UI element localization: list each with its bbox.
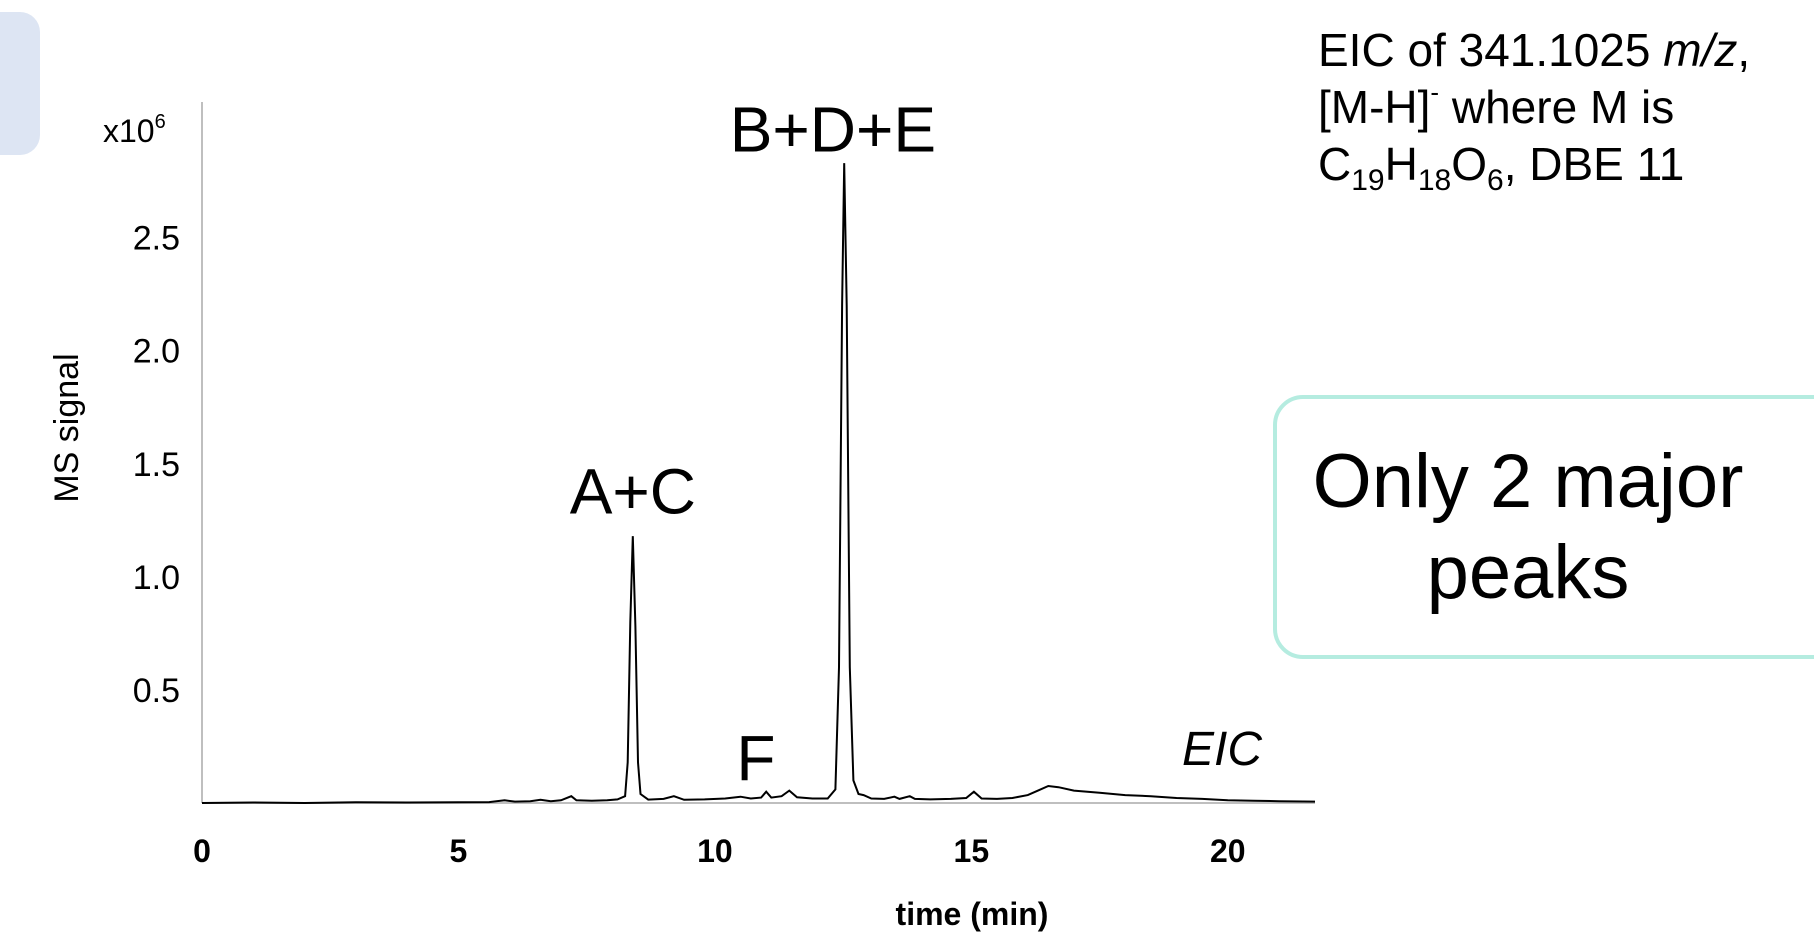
x-axis-title: time (min): [896, 896, 1049, 932]
callout-text: Only 2 major peaks: [1312, 439, 1744, 615]
formula-o-count: 6: [1487, 164, 1504, 197]
eic-trace-line: [201, 163, 1316, 805]
y-tick-label: 0.5: [133, 672, 180, 710]
description-line-1: EIC of 341.1025 m/z,: [1318, 22, 1814, 79]
y-tick-labels: 0.5 1.0 1.5 2.0 2.5: [133, 220, 180, 710]
y-multiplier-exponent: 6: [155, 111, 166, 133]
description-line-3: C19H18O6, DBE 11: [1318, 136, 1814, 196]
x-tick-label: 10: [697, 833, 733, 869]
decorative-tab: [0, 12, 40, 155]
description-comma: ,: [1737, 24, 1751, 76]
trace-label: EIC: [1182, 723, 1262, 776]
formula-o: O: [1451, 138, 1487, 190]
peak-label: B+D+E: [730, 94, 936, 166]
description-where: where M is: [1439, 81, 1675, 133]
peak-labels: A+C F B+D+E: [570, 94, 936, 795]
ion-description: EIC of 341.1025 m/z, [M-H]- where M is C…: [1318, 22, 1814, 196]
formula-h: H: [1384, 138, 1418, 190]
description-line-2: [M-H]- where M is: [1318, 79, 1814, 136]
peak-label: A+C: [570, 456, 696, 528]
y-axis-title: MS signal: [48, 353, 86, 502]
description-ion: [M-H]: [1318, 81, 1431, 133]
peak-label: F: [736, 722, 775, 794]
callout-box: Only 2 major peaks: [1273, 395, 1814, 659]
formula-h-count: 18: [1417, 164, 1452, 197]
description-mz-unit: m/z: [1663, 24, 1738, 76]
y-tick-label: 1.0: [133, 559, 180, 597]
y-multiplier-base: x10: [103, 113, 155, 149]
formula-c: C: [1318, 138, 1352, 190]
y-tick-label: 2.0: [133, 333, 180, 371]
x-tick-label: 0: [193, 833, 211, 869]
description-mz-value: EIC of 341.1025: [1318, 24, 1664, 76]
y-multiplier: x106: [103, 111, 166, 149]
formula-c-count: 19: [1351, 164, 1385, 197]
svg-text:x106: x106: [103, 111, 166, 149]
x-tick-label: 5: [450, 833, 468, 869]
x-tick-label: 20: [1210, 833, 1246, 869]
x-tick-labels: 0 5 10 15 20: [193, 833, 1246, 869]
y-tick-label: 2.5: [133, 220, 180, 258]
formula-dbe: , DBE 11: [1503, 138, 1685, 190]
x-tick-label: 15: [954, 833, 990, 869]
y-tick-label: 1.5: [133, 446, 180, 484]
description-charge: -: [1430, 77, 1440, 107]
